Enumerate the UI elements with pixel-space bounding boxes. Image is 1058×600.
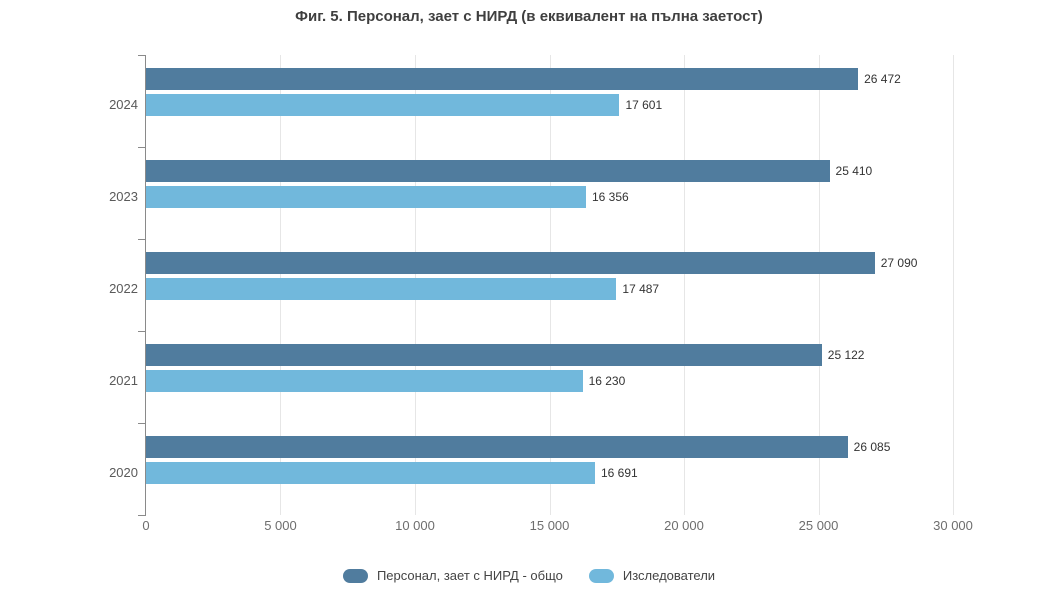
- y-axis-tick: [138, 331, 146, 332]
- x-axis-tick-label: 30 000: [933, 518, 973, 533]
- legend-item-series-0[interactable]: Персонал, зает с НИРД - общо: [342, 568, 563, 583]
- bar-value-label: 16 691: [600, 466, 638, 480]
- x-axis-tick-label: 0: [142, 518, 150, 533]
- bar-2024-series-1: [146, 94, 620, 116]
- category-label-2021: 2021: [109, 373, 138, 388]
- x-axis-tick-label: 10 000: [395, 518, 435, 533]
- category-label-2020: 2020: [109, 465, 138, 480]
- bar-value-label: 17 487: [622, 282, 660, 296]
- bar-2020-series-1: [146, 462, 595, 484]
- legend-marker-icon: [588, 568, 614, 583]
- category-label-2024: 2024: [109, 97, 138, 112]
- legend-label: Персонал, зает с НИРД - общо: [376, 568, 563, 583]
- legend-marker-icon: [342, 568, 368, 583]
- y-axis-tick: [138, 239, 146, 240]
- plot-area: 0 5 000 10 000 15 000 20 000 25 000 30 000 26 4…: [138, 55, 973, 533]
- y-axis-tick: [138, 515, 146, 516]
- y-axis-line: [145, 55, 146, 515]
- x-axis-tick-label: 20 000: [664, 518, 704, 533]
- bar-value-label: 16 230: [588, 374, 626, 388]
- bar-value-label: 27 090: [880, 256, 918, 270]
- bar-value-label: 25 122: [827, 348, 865, 362]
- y-axis-tick: [138, 55, 146, 56]
- bar-2023-series-0: [146, 160, 830, 182]
- bar-value-label: 26 085: [853, 440, 891, 454]
- bar-value-label: 25 410: [835, 164, 873, 178]
- bar-2022-series-0: [146, 252, 875, 274]
- legend-label: Изследователи: [622, 568, 716, 583]
- category-label-2022: 2022: [109, 281, 138, 296]
- legend: Персонал, зает с НИРД - общо Изследовател…: [0, 568, 1058, 583]
- bar-2023-series-1: [146, 186, 586, 208]
- chart-title: Фиг. 5. Персонал, зает с НИРД (в еквивал…: [295, 8, 763, 25]
- x-gridline: [818, 55, 820, 515]
- bar-2021-series-0: [146, 344, 822, 366]
- y-axis-tick: [138, 147, 146, 148]
- y-axis-tick: [138, 423, 146, 424]
- category-label-2023: 2023: [109, 189, 138, 204]
- x-axis-tick-label: 25 000: [798, 518, 839, 533]
- bar-2020-series-0: [146, 436, 848, 458]
- legend-item-series-1[interactable]: Изследователи: [588, 568, 716, 583]
- bar-value-label: 17 601: [625, 98, 663, 112]
- bar-2021-series-1: [146, 370, 583, 392]
- bar-2024-series-0: [146, 68, 859, 90]
- bar-value-label: 16 356: [591, 190, 629, 204]
- x-gridline: [683, 55, 685, 515]
- x-axis-tick-label: 5 000: [264, 518, 297, 533]
- x-axis-tick-label: 15 000: [529, 518, 570, 533]
- x-gridline: [953, 55, 954, 515]
- bar-2022-series-1: [146, 278, 617, 300]
- bar-value-label: 26 472: [864, 72, 901, 86]
